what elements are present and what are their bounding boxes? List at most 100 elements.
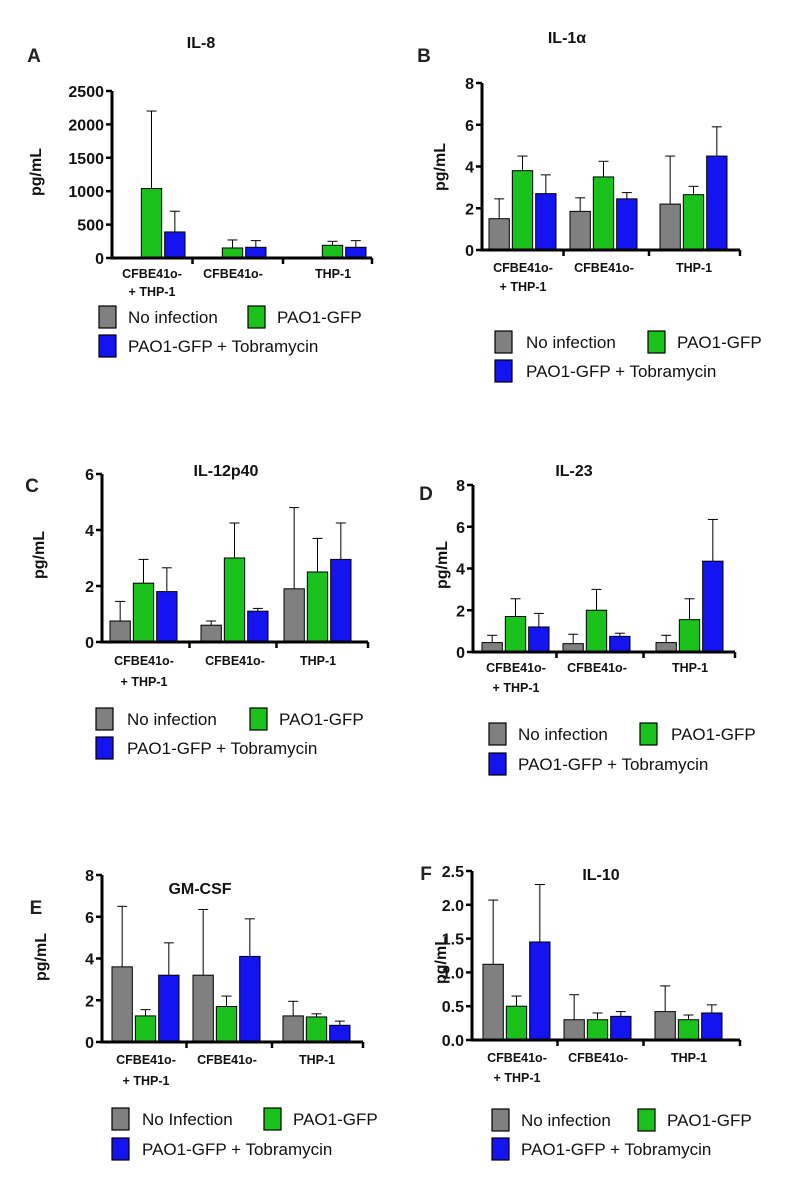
legend-swatch-no-infection xyxy=(111,1107,130,1131)
legend-label-no-infection: No infection xyxy=(526,333,616,352)
panel-letter: B xyxy=(417,46,431,67)
legend-swatch-pao1-gfp-tobramycin xyxy=(95,736,114,760)
y-tick-label: 8 xyxy=(85,868,94,885)
y-tick-label: 4 xyxy=(456,562,465,579)
legend-label-pao1-gfp: PAO1-GFP xyxy=(671,725,756,744)
category-label: CFBE41o- xyxy=(568,1051,628,1065)
bar-pao1-gfp-group-3 xyxy=(306,571,329,643)
y-tick-label: 0 xyxy=(465,243,474,260)
bar-no-infection-group-2 xyxy=(563,1019,585,1041)
legend-swatch-pao1-gfp-tobramycin xyxy=(111,1137,130,1161)
bar-pao1-gfp-tobramycin-group-3 xyxy=(330,558,352,643)
bar-pao1-gfp-tobramycin-group-3 xyxy=(329,1024,351,1043)
category-label: + THP-1 xyxy=(121,675,168,689)
bar-pao1-gfp-group-3 xyxy=(678,619,701,653)
panel-a: A IL-8 pg/mL 0 500 1000 1500 2000 2500 CFBE41o- + … xyxy=(27,35,374,358)
panel-title: IL-23 xyxy=(555,463,592,480)
category-label: + THP-1 xyxy=(123,1074,170,1088)
y-axis-label: pg/mL xyxy=(434,541,451,589)
legend-swatch-pao1-gfp-tobramycin xyxy=(488,752,507,776)
category-label: CFBE41o- xyxy=(567,661,627,675)
panel-e: E GM-CSF pg/mL 0 2 4 6 8 CFBE41o- + THP-1 CFBE41o-… xyxy=(30,868,378,1161)
bar-pao1-gfp-tobramycin-group-3 xyxy=(706,155,728,251)
bar-no-infection-group-1 xyxy=(488,218,510,251)
legend-swatch-pao1-gfp xyxy=(637,1108,656,1132)
bar-pao1-gfp-tobramycin-group-2 xyxy=(247,610,269,643)
y-tick-label: 1500 xyxy=(68,151,104,168)
legend-label-pao1-gfp-tobramycin: PAO1-GFP + Tobramycin xyxy=(518,755,708,774)
y-tick-label: 0.0 xyxy=(442,1033,464,1050)
y-tick-label: 6 xyxy=(85,910,94,927)
legend-swatch-pao1-gfp xyxy=(249,707,268,731)
legend-label-pao1-gfp-tobramycin: PAO1-GFP + Tobramycin xyxy=(521,1140,711,1159)
panel-title: IL-12p40 xyxy=(194,463,259,480)
legend-swatch-no-infection xyxy=(95,707,114,731)
y-tick-label: 4 xyxy=(85,523,94,540)
bar-no-infection-group-3 xyxy=(282,1015,304,1043)
bar-pao1-gfp-group-2 xyxy=(221,247,244,259)
legend-label-pao1-gfp: PAO1-GFP xyxy=(677,333,762,352)
bar-no-infection-group-2 xyxy=(569,210,591,251)
panel-title: IL-8 xyxy=(187,35,216,52)
bar-pao1-gfp-group-1 xyxy=(134,1015,157,1043)
bar-pao1-gfp-group-1 xyxy=(505,1005,528,1041)
y-tick-label: 0 xyxy=(95,251,104,268)
bar-pao1-gfp-tobramycin-group-3 xyxy=(345,246,367,259)
bar-pao1-gfp-group-1 xyxy=(504,616,527,653)
panel-d: D IL-23 pg/mL 0 2 4 6 8 CFBE41o- + THP-1 CFBE41o- T… xyxy=(419,463,756,776)
category-label: + THP-1 xyxy=(494,1071,541,1085)
bar-pao1-gfp-tobramycin-group-1 xyxy=(528,626,550,653)
y-tick-label: 500 xyxy=(77,218,104,235)
bar-pao1-gfp-group-2 xyxy=(592,176,615,251)
bar-no-infection-group-1 xyxy=(109,620,131,643)
legend-swatch-no-infection xyxy=(494,330,513,354)
bar-pao1-gfp-group-2 xyxy=(585,609,608,653)
panel-letter: A xyxy=(27,46,41,67)
y-tick-label: 2500 xyxy=(68,84,104,101)
y-axis-label: pg/mL xyxy=(31,531,48,579)
bar-pao1-gfp-group-3 xyxy=(321,244,344,259)
panel-letter: C xyxy=(25,476,39,497)
y-tick-label: 2 xyxy=(465,201,474,218)
y-tick-label: 8 xyxy=(456,478,465,495)
legend-swatch-pao1-gfp-tobramycin xyxy=(494,359,513,383)
category-label: + THP-1 xyxy=(493,681,540,695)
y-tick-label: 4 xyxy=(465,160,474,177)
bar-pao1-gfp-tobramycin-group-2 xyxy=(245,246,267,259)
legend-label-no-infection: No infection xyxy=(518,725,608,744)
y-tick-label: 6 xyxy=(465,118,474,135)
category-label: CFBE41o- xyxy=(487,1051,547,1065)
y-tick-label: 2000 xyxy=(68,117,104,134)
legend-swatch-pao1-gfp-tobramycin xyxy=(98,334,117,358)
legend-label-pao1-gfp-tobramycin: PAO1-GFP + Tobramycin xyxy=(128,337,318,356)
bar-pao1-gfp-tobramycin-group-1 xyxy=(158,974,180,1043)
legend-label-pao1-gfp: PAO1-GFP xyxy=(279,710,364,729)
legend-swatch-pao1-gfp xyxy=(263,1107,282,1131)
bar-no-infection-group-3 xyxy=(654,1011,676,1041)
category-label: + THP-1 xyxy=(500,280,547,294)
category-label: CFBE41o- xyxy=(574,261,634,275)
bar-pao1-gfp-tobramycin-group-2 xyxy=(609,635,631,653)
bar-pao1-gfp-tobramycin-group-2 xyxy=(616,198,638,251)
bar-pao1-gfp-tobramycin-group-2 xyxy=(239,955,261,1043)
bar-pao1-gfp-group-1 xyxy=(511,170,534,251)
legend-swatch-pao1-gfp xyxy=(247,305,266,329)
bar-pao1-gfp-group-3 xyxy=(682,194,705,251)
category-label: CFBE41o- xyxy=(486,661,546,675)
category-label: THP-1 xyxy=(676,261,712,275)
legend-label-pao1-gfp-tobramycin: PAO1-GFP + Tobramycin xyxy=(127,739,317,758)
bar-no-infection-group-2 xyxy=(200,624,222,643)
bar-pao1-gfp-group-2 xyxy=(586,1019,609,1041)
bar-no-infection-group-3 xyxy=(283,588,305,643)
category-label: THP-1 xyxy=(300,654,336,668)
y-tick-label: 4 xyxy=(85,952,94,969)
y-tick-label: 0 xyxy=(85,635,94,652)
y-tick-label: 0.5 xyxy=(442,999,464,1016)
legend-swatch-pao1-gfp-tobramycin xyxy=(491,1137,510,1161)
legend-swatch-pao1-gfp xyxy=(647,330,666,354)
legend-label-no-infection: No Infection xyxy=(142,1110,233,1129)
panel-letter: E xyxy=(30,898,43,919)
y-axis-label: pg/mL xyxy=(33,933,50,981)
y-axis-label: pg/mL xyxy=(433,936,450,984)
y-axis-label: pg/mL xyxy=(432,143,449,191)
